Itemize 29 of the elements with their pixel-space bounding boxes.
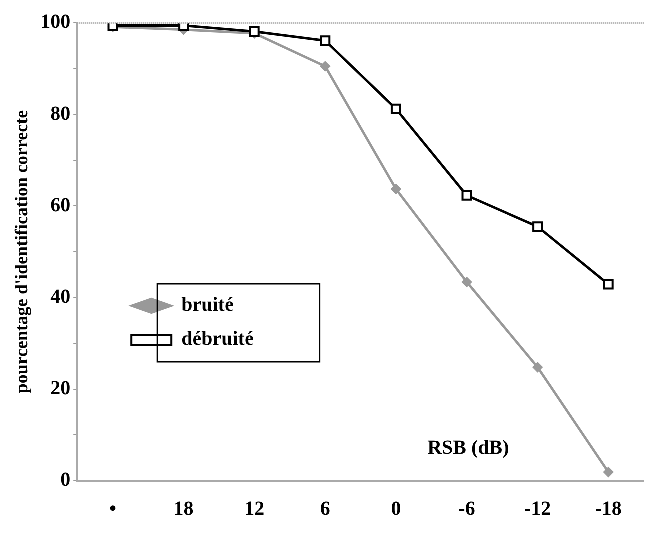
y-axis-title: pourcentage d'identification correcte [11, 110, 32, 394]
x-tick-label: 6 [320, 498, 330, 520]
point [532, 222, 544, 232]
x-axis-title: RSB (dB) [428, 437, 510, 460]
point [391, 184, 402, 194]
legend-label: débruité [182, 328, 254, 350]
x-tick-label: • [109, 498, 117, 520]
y-tick-label: 40 [50, 286, 71, 308]
point [462, 277, 472, 288]
x-tick-label: 18 [174, 498, 194, 520]
point [178, 23, 190, 31]
point [390, 104, 402, 114]
point [532, 362, 543, 372]
x-tick-label: 0 [391, 498, 402, 520]
point [462, 190, 472, 201]
y-tick-label: 100 [40, 11, 71, 34]
point [320, 36, 331, 46]
x-tick-label: -6 [458, 498, 476, 520]
y-tick-label: 0 [60, 469, 71, 492]
x-tick-label: -18 [595, 498, 622, 520]
legend-label: bruité [182, 294, 234, 316]
x-tick-label: -12 [524, 498, 552, 520]
point [604, 467, 614, 478]
x-tick-label: 12 [244, 498, 265, 520]
y-tick-label: 20 [50, 378, 71, 400]
y-tick-label: 60 [50, 194, 71, 216]
point [603, 279, 614, 290]
y-tick-label: 80 [50, 102, 71, 125]
point [320, 62, 330, 72]
